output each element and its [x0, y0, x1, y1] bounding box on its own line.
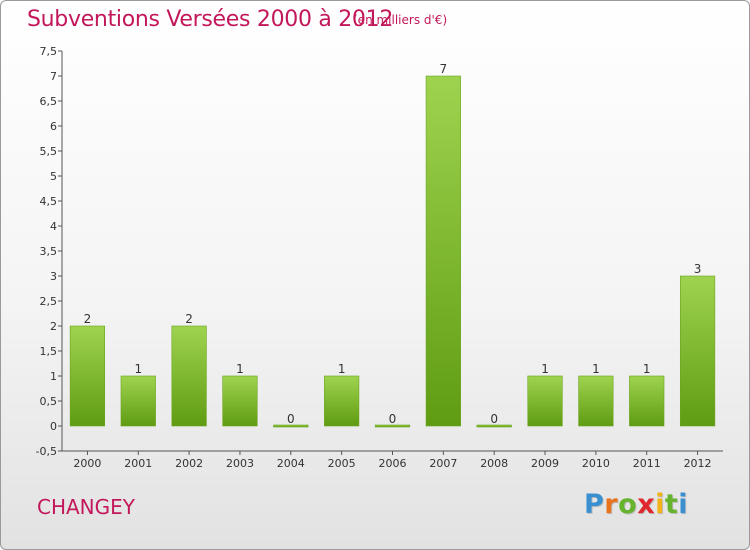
data-label-2007: 7: [440, 62, 448, 76]
bar-2010: [578, 375, 614, 427]
logo-letter: i: [678, 489, 689, 520]
y-tick-label: 7,5: [40, 45, 58, 58]
y-tick-label: 2: [50, 320, 57, 333]
x-tick-label: 2010: [582, 457, 610, 470]
data-label-2004: 0: [287, 412, 295, 426]
y-tick-label: 1,5: [40, 345, 58, 358]
logo-letter: o: [618, 489, 638, 520]
y-tick-label: -0,5: [36, 445, 57, 458]
commune-name: CHANGEY: [37, 495, 135, 519]
x-tick-label: 2009: [531, 457, 559, 470]
data-label-2005: 1: [338, 362, 346, 376]
bar-2001: [120, 375, 156, 427]
x-tick-label: 2007: [429, 457, 457, 470]
y-tick-label: 1: [50, 370, 57, 383]
logo-letter: t: [664, 489, 679, 520]
y-tick-label: 6: [50, 120, 57, 133]
bar-2002: [171, 325, 207, 427]
y-tick-label: 3,5: [40, 245, 58, 258]
y-tick-label: 5: [50, 170, 57, 183]
labels: -0,500,511,522,533,544,555,566,577,52200…: [36, 45, 712, 470]
y-tick-label: 7: [50, 70, 57, 83]
bar-2006: [374, 424, 411, 428]
bar-2009: [527, 375, 563, 427]
data-label-2008: 0: [490, 412, 498, 426]
y-tick-label: 2,5: [40, 295, 58, 308]
data-label-2003: 1: [236, 362, 244, 376]
bar-2004: [273, 424, 309, 428]
y-tick-label: 3: [50, 270, 57, 283]
y-tick-label: 6,5: [40, 95, 58, 108]
bar-2012: [679, 275, 716, 427]
data-label-2011: 1: [643, 362, 651, 376]
data-label-2001: 1: [134, 362, 142, 376]
x-tick-label: 2012: [684, 457, 712, 470]
bar-2003: [222, 375, 258, 427]
data-label-2000: 2: [84, 312, 92, 326]
chart-subtitle: (en milliers d'€): [353, 13, 448, 27]
data-label-2012: 3: [694, 262, 702, 276]
chart-title: Subventions Versées 2000 à 2012: [27, 7, 394, 32]
x-tick-label: 2008: [480, 457, 508, 470]
y-tick-label: 4: [50, 220, 57, 233]
y-tick-label: 5,5: [40, 145, 58, 158]
x-tick-label: 2000: [73, 457, 101, 470]
logo-letter: P: [584, 489, 605, 520]
bar-2007: [425, 75, 461, 427]
bar-2000: [69, 325, 106, 427]
data-label-2009: 1: [541, 362, 549, 376]
x-tick-label: 2003: [226, 457, 254, 470]
y-tick-label: 4,5: [40, 195, 58, 208]
x-tick-label: 2006: [379, 457, 407, 470]
logo-letter: i: [655, 489, 665, 520]
data-label-2002: 2: [185, 312, 193, 326]
x-tick-label: 2001: [124, 457, 152, 470]
x-tick-label: 2004: [277, 457, 305, 470]
y-tick-label: 0: [50, 420, 57, 433]
x-tick-label: 2005: [328, 457, 356, 470]
proxiti-logo: Proxiti: [584, 489, 688, 520]
x-tick-label: 2002: [175, 457, 203, 470]
logo-letter: r: [604, 489, 619, 520]
x-tick-label: 2011: [633, 457, 661, 470]
bar-2005: [324, 375, 360, 427]
logo-letter: x: [637, 489, 656, 520]
y-tick-label: 0,5: [40, 395, 58, 408]
bar-2011: [629, 375, 665, 427]
axes: [58, 50, 723, 455]
bar-2008: [476, 424, 512, 428]
data-label-2006: 0: [389, 412, 397, 426]
data-label-2010: 1: [592, 362, 600, 376]
bars: [69, 75, 716, 428]
